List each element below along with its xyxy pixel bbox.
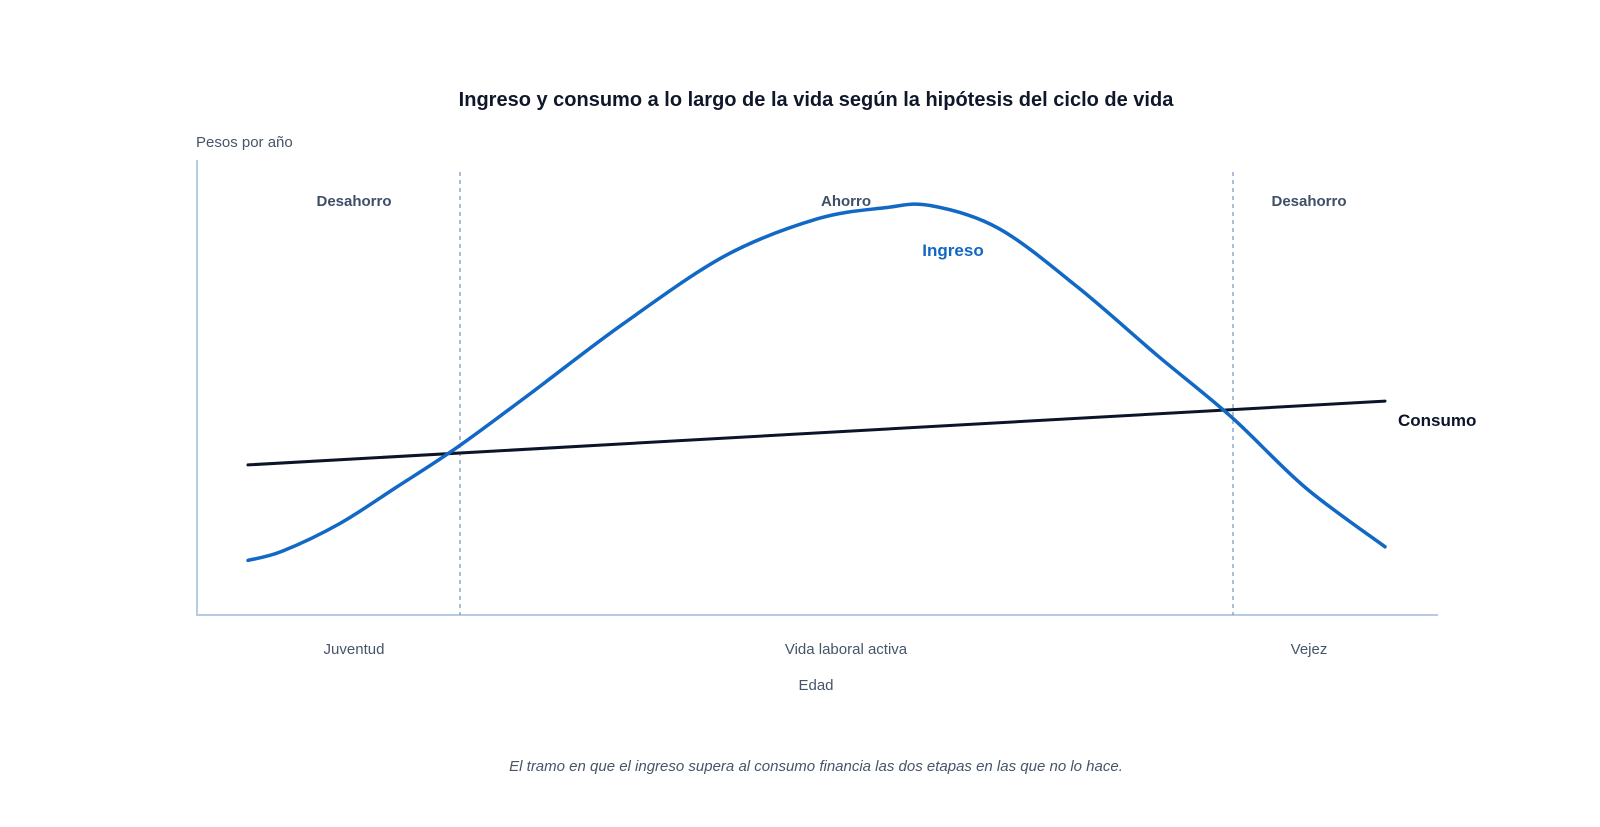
phase-label-desahorro-1: Desahorro — [316, 193, 391, 210]
y-axis-label: Pesos por año — [196, 134, 293, 151]
stage-label-vida-laboral: Vida laboral activa — [785, 641, 908, 658]
stage-label-vejez: Vejez — [1291, 641, 1328, 658]
series-line-ingreso — [246, 202, 1387, 563]
series-line-consumo — [246, 399, 1387, 467]
stage-label-juventud: Juventud — [324, 641, 385, 658]
series-label-ingreso: Ingreso — [922, 241, 983, 260]
x-axis-label: Edad — [798, 677, 833, 694]
phase-label-desahorro-2: Desahorro — [1271, 193, 1346, 210]
chart-caption: El tramo en que el ingreso supera al con… — [509, 758, 1123, 775]
series-label-consumo: Consumo — [1398, 411, 1476, 430]
phase-label-ahorro: Ahorro — [821, 193, 871, 210]
chart-title: Ingreso y consumo a lo largo de la vida … — [459, 89, 1175, 111]
